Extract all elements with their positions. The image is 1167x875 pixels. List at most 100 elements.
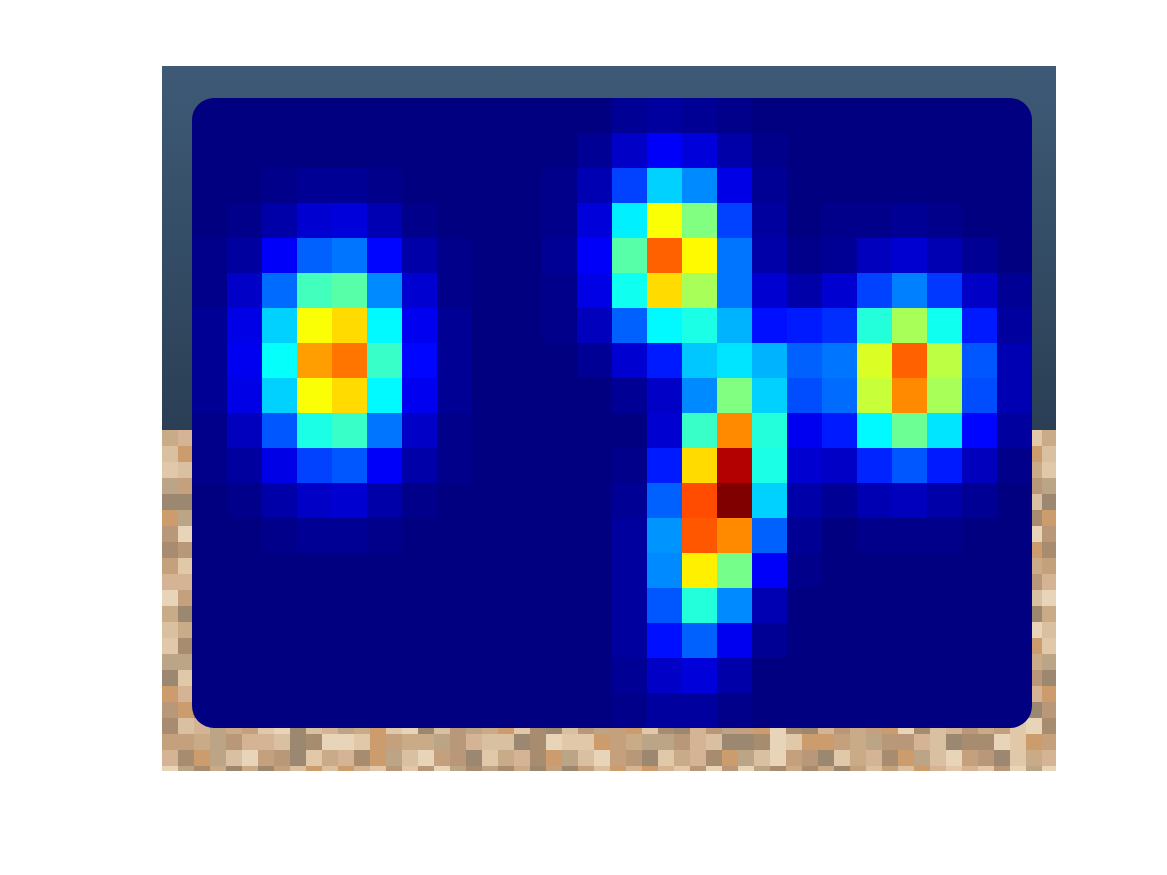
heat-cell <box>472 133 508 169</box>
heat-cell <box>472 518 508 554</box>
heat-cell <box>752 553 788 589</box>
sand-pixel <box>802 766 818 771</box>
heat-cell <box>612 343 648 379</box>
heat-cell <box>647 378 683 414</box>
heat-cell <box>927 588 963 624</box>
heat-cell <box>437 273 473 309</box>
heat-cell <box>682 658 718 694</box>
heat-cell <box>227 518 263 554</box>
sand-pixel <box>866 750 882 766</box>
heat-cell <box>752 273 788 309</box>
heat-cell <box>612 483 648 519</box>
heat-cell <box>612 203 648 239</box>
heat-cell <box>822 553 858 589</box>
heat-cell <box>332 378 368 414</box>
heat-cell <box>997 658 1032 694</box>
sand-pixel <box>1042 750 1056 766</box>
heat-cell <box>927 168 963 204</box>
sand-pixel <box>674 766 690 771</box>
heat-cell <box>437 238 473 274</box>
sand-pixel <box>706 766 722 771</box>
heat-cell <box>962 693 998 728</box>
sand-pixel <box>162 718 178 734</box>
heat-cell <box>507 343 543 379</box>
sand-pixel <box>738 750 754 766</box>
sand-pixel <box>226 766 242 771</box>
sand-pixel <box>578 734 594 750</box>
sand-pixel <box>162 606 178 622</box>
heat-cell <box>472 623 508 659</box>
sand-pixel <box>162 558 178 574</box>
sand-pixel <box>994 766 1010 771</box>
heat-cell <box>577 203 613 239</box>
heat-cell <box>577 658 613 694</box>
heat-cell <box>367 133 403 169</box>
sand-pixel <box>642 734 658 750</box>
sand-pixel <box>162 766 178 771</box>
sand-pixel <box>498 766 514 771</box>
sand-pixel <box>402 766 418 771</box>
heat-cell <box>717 483 753 519</box>
sand-pixel <box>930 750 946 766</box>
sand-pixel <box>866 766 882 771</box>
heat-cell <box>472 588 508 624</box>
heat-cell <box>857 623 893 659</box>
heat-cell <box>262 553 298 589</box>
heat-cell <box>787 98 823 134</box>
heat-cell <box>647 413 683 449</box>
sand-pixel <box>210 750 226 766</box>
sand-pixel <box>882 750 898 766</box>
sand-pixel <box>898 734 914 750</box>
sand-pixel <box>226 750 242 766</box>
heat-cell <box>227 98 263 134</box>
background <box>162 66 1056 771</box>
sand-pixel <box>562 766 578 771</box>
heat-cell <box>367 273 403 309</box>
heat-cell <box>297 343 333 379</box>
heat-cell <box>682 693 718 728</box>
heat-cell <box>402 273 438 309</box>
heat-cell <box>542 623 578 659</box>
heat-cell <box>192 378 228 414</box>
sand-pixel <box>194 766 210 771</box>
sand-pixel <box>418 750 434 766</box>
heat-cell <box>647 133 683 169</box>
heat-cell <box>647 98 683 134</box>
heat-cell <box>787 378 823 414</box>
heat-cell <box>332 168 368 204</box>
heat-cell <box>717 378 753 414</box>
heat-cell <box>787 518 823 554</box>
heat-cell <box>647 483 683 519</box>
sand-pixel <box>242 766 258 771</box>
heat-cell <box>822 308 858 344</box>
heat-cell <box>997 588 1032 624</box>
heat-cell <box>332 238 368 274</box>
heat-cell <box>367 378 403 414</box>
sand-pixel <box>178 686 194 702</box>
sand-pixel <box>162 734 178 750</box>
heat-cell <box>192 133 228 169</box>
heat-cell <box>927 553 963 589</box>
heat-cell <box>437 588 473 624</box>
heat-cell <box>472 98 508 134</box>
sand-pixel <box>962 766 978 771</box>
heat-cell <box>962 343 998 379</box>
heat-cell <box>402 343 438 379</box>
sand-pixel <box>434 766 450 771</box>
sand-pixel <box>738 734 754 750</box>
sand-pixel <box>178 702 194 718</box>
heat-cell <box>927 483 963 519</box>
sand-pixel <box>162 574 178 590</box>
heat-cell <box>192 168 228 204</box>
heat-cell <box>402 483 438 519</box>
heat-cell <box>822 623 858 659</box>
heat-cell <box>892 553 928 589</box>
heat-cell <box>857 273 893 309</box>
sand-pixel <box>1042 638 1056 654</box>
heat-cell <box>402 448 438 484</box>
sand-pixel <box>258 766 274 771</box>
sand-pixel <box>370 750 386 766</box>
heat-cell <box>647 693 683 728</box>
heat-cell <box>577 238 613 274</box>
heat-cell <box>332 553 368 589</box>
